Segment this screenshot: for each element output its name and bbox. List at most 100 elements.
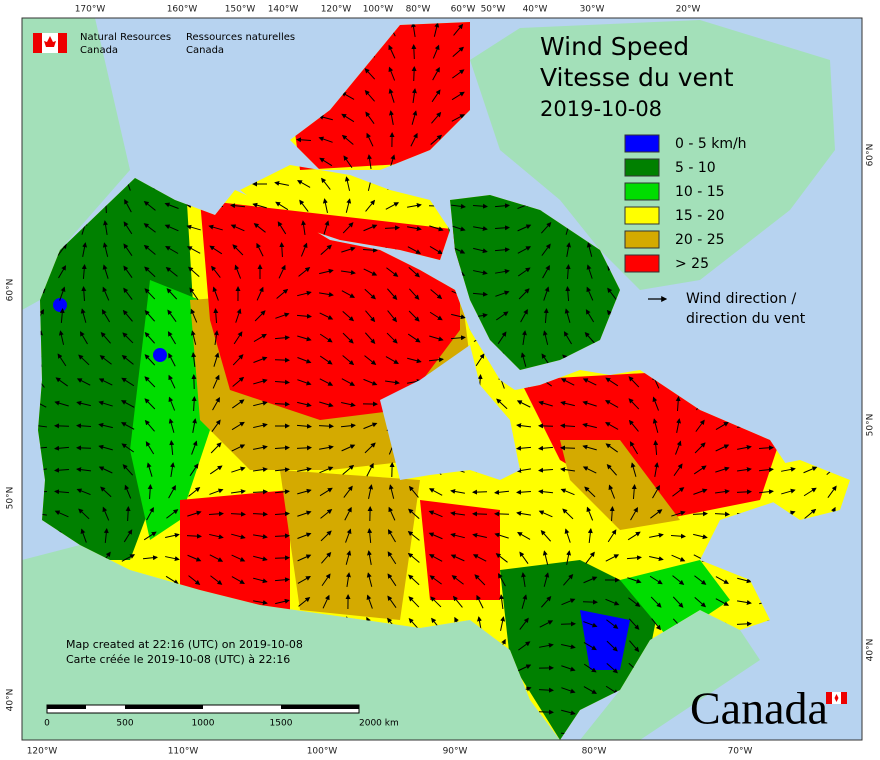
zone-0-5 bbox=[153, 348, 167, 362]
wind-arrow bbox=[388, 66, 396, 81]
wind-arrow bbox=[542, 550, 549, 565]
wind-arrow bbox=[231, 576, 245, 584]
wind-arrow bbox=[231, 421, 245, 431]
wind-arrow bbox=[80, 528, 87, 543]
wind-arrow bbox=[319, 378, 334, 386]
wind-arrow bbox=[538, 709, 554, 715]
wind-arrow bbox=[188, 575, 201, 585]
wind-arrow bbox=[253, 378, 268, 385]
wind-arrow bbox=[451, 313, 466, 320]
wind-arrow bbox=[672, 575, 685, 586]
wind-arrow bbox=[450, 554, 465, 562]
wind-arrow bbox=[234, 264, 242, 279]
wind-arrow bbox=[211, 419, 221, 432]
wind-arrow bbox=[230, 224, 245, 232]
wind-arrow bbox=[737, 467, 752, 473]
zone-20-25 bbox=[280, 470, 420, 620]
wind-arrow bbox=[341, 134, 354, 145]
wind-arrow bbox=[452, 46, 464, 58]
wind-arrow bbox=[121, 554, 136, 562]
wind-arrow bbox=[342, 332, 354, 344]
wind-arrow bbox=[38, 424, 48, 428]
wind-arrow bbox=[192, 418, 197, 433]
wind-arrow bbox=[102, 242, 109, 257]
wind-arrow bbox=[542, 330, 549, 345]
wind-arrow bbox=[297, 510, 312, 517]
wind-arrow bbox=[98, 444, 113, 451]
wind-arrow bbox=[121, 377, 135, 387]
wind-arrow bbox=[341, 444, 356, 452]
wind-arrow bbox=[803, 466, 818, 474]
wind-arrow bbox=[168, 418, 175, 433]
wind-arrow bbox=[54, 510, 69, 518]
wind-arrow bbox=[608, 484, 616, 499]
wind-arrow bbox=[539, 620, 554, 628]
wind-arrow bbox=[78, 508, 90, 520]
wind-arrow bbox=[170, 462, 175, 477]
wind-arrow bbox=[517, 532, 531, 540]
wind-arrow bbox=[253, 534, 268, 539]
wind-arrow bbox=[450, 203, 466, 209]
wind-arrow bbox=[231, 444, 246, 452]
wind-arrow bbox=[299, 199, 309, 212]
wind-arrow bbox=[586, 286, 594, 301]
wind-arrow bbox=[296, 423, 312, 429]
created-note: Map created at 22:16 (UTC) on 2019-10-08 bbox=[66, 638, 303, 651]
wind-arrow bbox=[275, 598, 290, 605]
wind-arrow bbox=[495, 290, 510, 297]
longitude-label: 80°W bbox=[582, 747, 607, 757]
wind-arrow bbox=[121, 443, 135, 453]
wind-arrow bbox=[319, 355, 333, 365]
wind-arrow bbox=[433, 22, 440, 37]
wind-arrow bbox=[253, 467, 268, 473]
wind-arrow bbox=[560, 423, 576, 429]
scale-label: 500 bbox=[116, 719, 133, 729]
wind-arrow bbox=[516, 511, 531, 516]
wind-arrow bbox=[428, 554, 443, 562]
wind-arrow bbox=[122, 309, 133, 322]
wind-arrow bbox=[670, 533, 686, 539]
wind-arrow bbox=[429, 311, 443, 321]
wind-arrow bbox=[253, 333, 267, 342]
wind-arrow bbox=[516, 467, 531, 473]
wind-arrow bbox=[297, 488, 312, 495]
wind-arrow bbox=[146, 506, 154, 521]
legend-swatch bbox=[624, 134, 660, 153]
wind-arrow bbox=[58, 265, 67, 279]
longitude-label: 80°W bbox=[406, 5, 431, 15]
wind-arrow bbox=[653, 440, 659, 456]
wind-arrow bbox=[561, 687, 576, 694]
wind-arrow bbox=[649, 575, 663, 585]
wind-arrow bbox=[319, 292, 334, 297]
wind-arrow bbox=[98, 466, 113, 474]
wind-arrow bbox=[364, 89, 375, 102]
wind-arrow bbox=[715, 466, 730, 473]
legend-swatch bbox=[624, 254, 660, 273]
wind-arrow bbox=[230, 511, 246, 517]
wind-arrow bbox=[323, 220, 330, 235]
wind-arrow bbox=[274, 555, 290, 561]
wind-arrow bbox=[362, 247, 378, 253]
wind-arrow bbox=[59, 286, 66, 301]
wind-arrow bbox=[587, 528, 593, 544]
wind-arrow bbox=[407, 552, 420, 563]
wind-arrow bbox=[607, 287, 617, 300]
wind-arrow bbox=[495, 553, 508, 563]
wind-arrow bbox=[144, 354, 156, 366]
wind-arrow bbox=[320, 508, 333, 519]
wind-arrow bbox=[165, 575, 179, 585]
wind-arrow bbox=[76, 467, 92, 473]
wind-arrow bbox=[606, 662, 618, 674]
wind-arrow bbox=[367, 528, 373, 544]
wind-arrow bbox=[187, 554, 202, 562]
wind-arrow bbox=[54, 423, 70, 429]
wind-arrow bbox=[57, 243, 67, 256]
wind-arrow bbox=[428, 488, 443, 496]
wind-arrow bbox=[124, 198, 132, 213]
wind-arrow bbox=[605, 598, 620, 606]
wind-arrow bbox=[189, 463, 199, 477]
wind-arrow bbox=[498, 573, 506, 587]
wind-arrow bbox=[144, 266, 156, 278]
wind-arrow bbox=[365, 199, 376, 212]
wind-arrow bbox=[144, 398, 156, 410]
